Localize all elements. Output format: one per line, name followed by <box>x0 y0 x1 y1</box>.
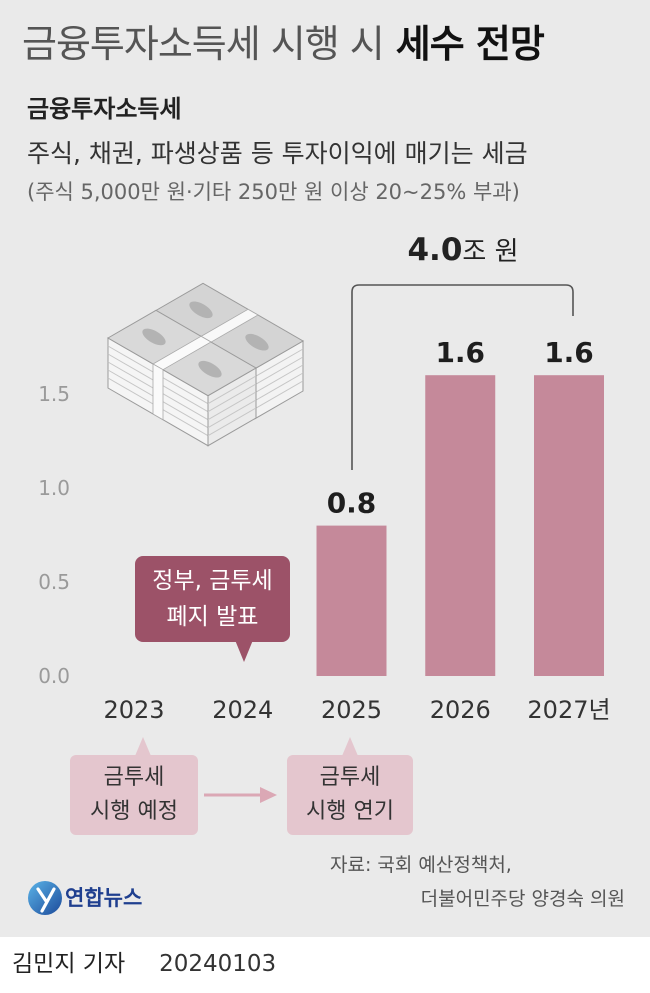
byline-date: 20240103 <box>159 951 277 977</box>
bundle-band <box>152 363 164 421</box>
timeline-pointer <box>342 737 358 756</box>
callout-line-2: 폐지 발표 <box>166 604 259 630</box>
yonhap-logo-icon <box>28 881 62 915</box>
description: 주식, 채권, 파생상품 등 투자이익에 매기는 세금 <box>27 139 528 168</box>
x-axis-label: 2027년 <box>527 696 610 724</box>
page-title: 금융투자소득세 시행 시 세수 전망 <box>22 20 545 68</box>
arrow-right-icon <box>204 787 277 803</box>
timeline-pointer <box>135 737 151 756</box>
callout-line-1: 정부, 금투세 <box>152 568 273 594</box>
y-tick-label: 1.0 <box>38 476 70 500</box>
bundle-sheets <box>254 348 304 410</box>
timeline-box-planned: 금투세 시행 예정 <box>70 755 198 835</box>
timeline-line-1: 금투세 <box>319 765 381 790</box>
bar-value-label: 1.6 <box>544 336 594 369</box>
bill-portrait <box>245 333 269 351</box>
money-bundle-front <box>106 309 258 447</box>
timeline-line-2: 시행 예정 <box>90 799 178 824</box>
total-value: 4.0 <box>407 232 463 268</box>
logo-text: 연합뉴스 <box>65 886 143 910</box>
money-bundle-back <box>153 282 305 420</box>
source-line-2: 더불어민주당 양경숙 의원 <box>420 888 625 910</box>
byline: 김민지 기자 20240103 <box>12 948 276 980</box>
bar-chart: 0.0 0.5 1.0 1.5 2023 2024 0.8 2025 1.6 2026 1.6 202… <box>38 336 610 724</box>
total-unit: 조 원 <box>462 237 519 267</box>
source-line-1: 자료: 국회 예산정책처, <box>330 854 512 876</box>
timeline-box-postponed: 금투세 시행 연기 <box>287 755 413 835</box>
callout-box: 정부, 금투세 폐지 발표 <box>135 556 290 642</box>
arrow-head <box>260 787 277 803</box>
y-tick-label: 0.0 <box>38 664 70 688</box>
x-axis-label: 2025 <box>321 696 382 724</box>
note: (주식 5,000만 원·기타 250만 원 이상 20~25% 부과) <box>27 180 520 204</box>
callout-pointer <box>235 640 253 662</box>
timeline-line-2: 시행 연기 <box>306 799 394 824</box>
money-stack-icon <box>106 282 305 447</box>
y-tick-label: 0.5 <box>38 570 70 594</box>
title-bold: 세수 전망 <box>395 22 545 66</box>
bar-value-label: 0.8 <box>327 487 377 520</box>
x-axis-label: 2023 <box>103 696 164 724</box>
byline-author: 김민지 기자 <box>12 951 126 977</box>
bill-portrait <box>189 301 213 319</box>
timeline-line-1: 금투세 <box>103 765 165 790</box>
total-label: 4.0조 원 <box>363 230 563 275</box>
subtitle: 금융투자소득세 <box>27 95 182 123</box>
x-axis-label: 2024 <box>212 696 273 724</box>
logo-mark <box>36 887 56 913</box>
bill-portrait <box>198 360 222 378</box>
bar <box>425 375 496 676</box>
title-regular: 금융투자소득세 시행 시 <box>22 22 385 66</box>
bar-value-label: 1.6 <box>435 336 485 369</box>
y-tick-label: 1.5 <box>38 382 70 406</box>
bill-portrait <box>142 328 166 346</box>
bar <box>316 525 387 676</box>
bundle-sheets <box>207 375 257 437</box>
bar <box>534 375 604 676</box>
x-axis-label: 2026 <box>430 696 491 724</box>
total-bracket <box>351 284 574 470</box>
